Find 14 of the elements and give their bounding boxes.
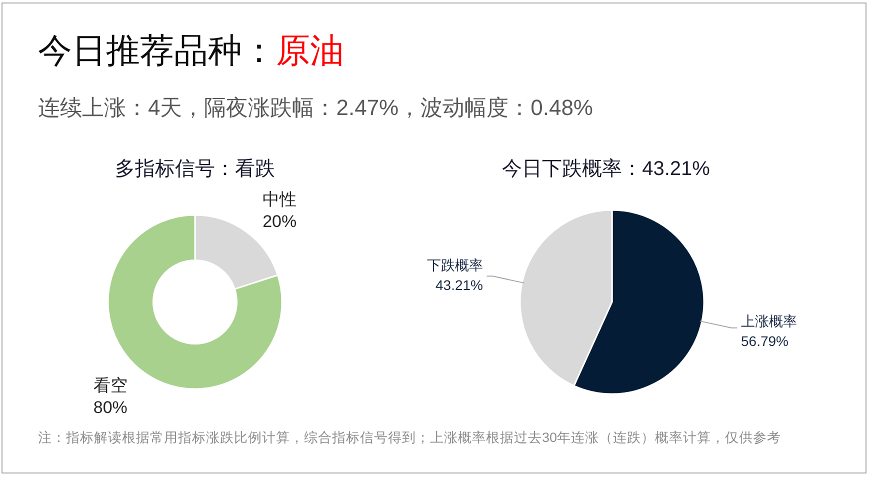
chart-title: 今日下跌概率：43.21% [502,158,710,180]
slice-label: 上涨概率 [741,312,798,329]
slice-label: 中性 [262,190,297,209]
text: 注：指标解读根据常用指标涨跌比例计算，综合指标信号得到；上涨概率根据过去30年连涨（连跌）概率计算，仅供参考 [38,430,782,445]
text: 连续上涨：4天，隔夜涨跌幅：2.47%，波动幅度：0.48% [38,95,593,120]
slice-label: 下跌概率 [426,257,483,274]
data-label: 56.79% [741,332,788,349]
chart-title: 多指标信号：看跌 [115,158,275,180]
data-label: 20% [262,212,297,231]
text: 今日推荐品种： [38,32,276,70]
slice-label: 看空 [93,376,128,396]
data-label: 43.21% [436,277,483,294]
text: 原油 [276,32,344,70]
data-label: 80% [93,398,128,418]
